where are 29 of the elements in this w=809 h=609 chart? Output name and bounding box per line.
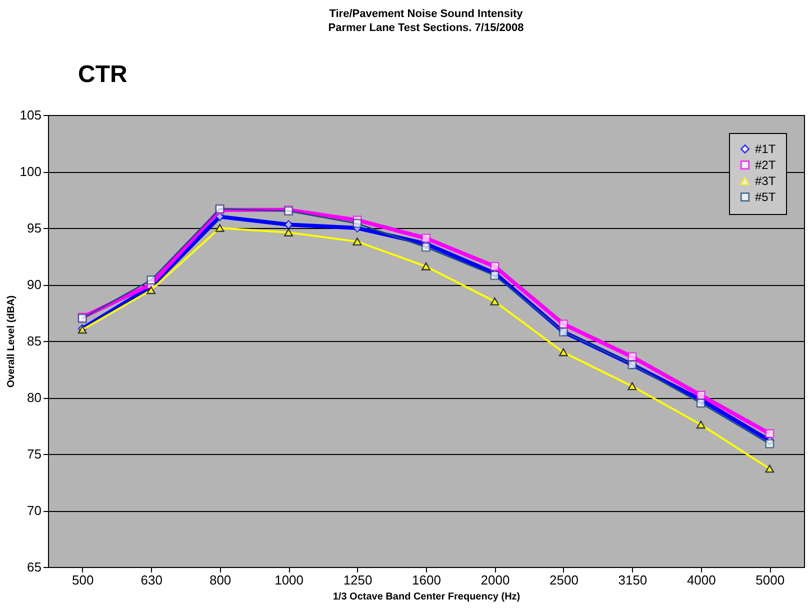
x-tick-label: 5000 <box>756 572 785 588</box>
x-tick-label: 800 <box>209 572 232 588</box>
x-tick-label: 1250 <box>343 572 372 588</box>
chart-subtitle: Parmer Lane Test Sections. 7/15/2008 <box>328 22 524 34</box>
y-tick-label: 100 <box>20 164 42 179</box>
x-tick-label: 2500 <box>549 572 578 588</box>
y-tick-label: 105 <box>20 108 42 122</box>
y-tick-label: 65 <box>27 560 42 574</box>
text: CTR <box>78 61 128 88</box>
legend-label: #3T <box>755 174 776 188</box>
y-tick-label: 85 <box>27 334 42 348</box>
legend-label: #2T <box>755 158 776 172</box>
y-tick-label: 90 <box>27 277 42 292</box>
y-tick-label: 75 <box>27 446 42 462</box>
y-tick-label: 80 <box>27 390 42 405</box>
x-tick-label: 1000 <box>274 572 304 588</box>
legend-label: #5T <box>755 190 776 204</box>
x-tick-label: 4000 <box>686 572 716 588</box>
x-tick-label: 1600 <box>412 572 441 588</box>
x-axis-title: 1/3 Octave Band Center Frequency (Hz) <box>332 592 520 602</box>
y-tick-label: 95 <box>27 220 42 236</box>
x-tick-label: 500 <box>72 572 94 588</box>
y-axis-title: Overall Level (dBA) <box>6 295 17 388</box>
x-tick-label: 3150 <box>618 572 648 588</box>
x-tick-label: 2000 <box>480 572 510 588</box>
chart-title: Tire/Pavement Noise Sound Intensity <box>329 8 524 20</box>
legend-label: #1T <box>755 142 776 156</box>
x-tick-label: 630 <box>140 572 162 588</box>
y-tick-label: 70 <box>27 503 42 518</box>
